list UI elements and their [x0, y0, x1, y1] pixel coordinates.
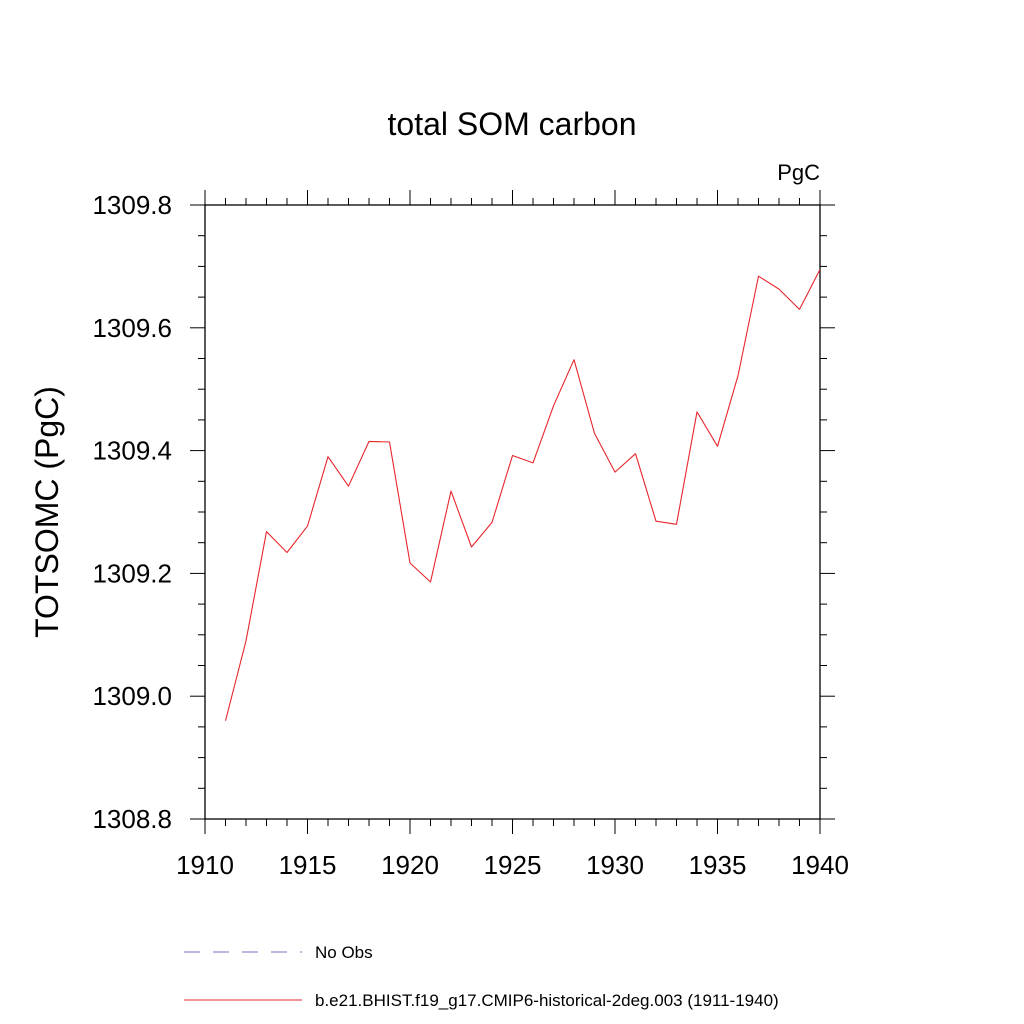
plot-frame	[204, 204, 821, 820]
y-tick-label: 1309.6	[92, 313, 172, 343]
legend-label: No Obs	[315, 943, 373, 962]
x-tick-label: 1925	[484, 850, 542, 880]
y-tick-label: 1308.8	[92, 804, 172, 834]
units-label: PgC	[777, 160, 820, 185]
y-tick-label: 1309.4	[92, 436, 172, 466]
y-tick-label: 1309.8	[92, 190, 172, 220]
y-tick-label: 1309.0	[92, 681, 172, 711]
chart-title: total SOM carbon	[388, 106, 637, 142]
y-axis-label: TOTSOMC (PgC)	[29, 386, 65, 638]
legend: No Obs b.e21.BHIST.f19_g17.CMIP6-historic…	[184, 943, 779, 1010]
x-tick-label: 1920	[381, 850, 439, 880]
x-tick-label: 1910	[176, 850, 234, 880]
x-tick-label: 1940	[791, 850, 849, 880]
legend-label: b.e21.BHIST.f19_g17.CMIP6-historical-2de…	[315, 991, 779, 1010]
x-tick-label: 1935	[689, 850, 747, 880]
axis-ticks	[190, 190, 835, 834]
y-tick-label: 1309.2	[92, 558, 172, 588]
x-tick-label: 1930	[586, 850, 644, 880]
axis-tick-labels: 1910 1915 1920 1925 1930 1935 1940 1308.8 1309.0…	[92, 190, 848, 880]
series-layer	[224, 269, 821, 721]
series-line	[224, 269, 821, 721]
x-tick-label: 1915	[279, 850, 337, 880]
